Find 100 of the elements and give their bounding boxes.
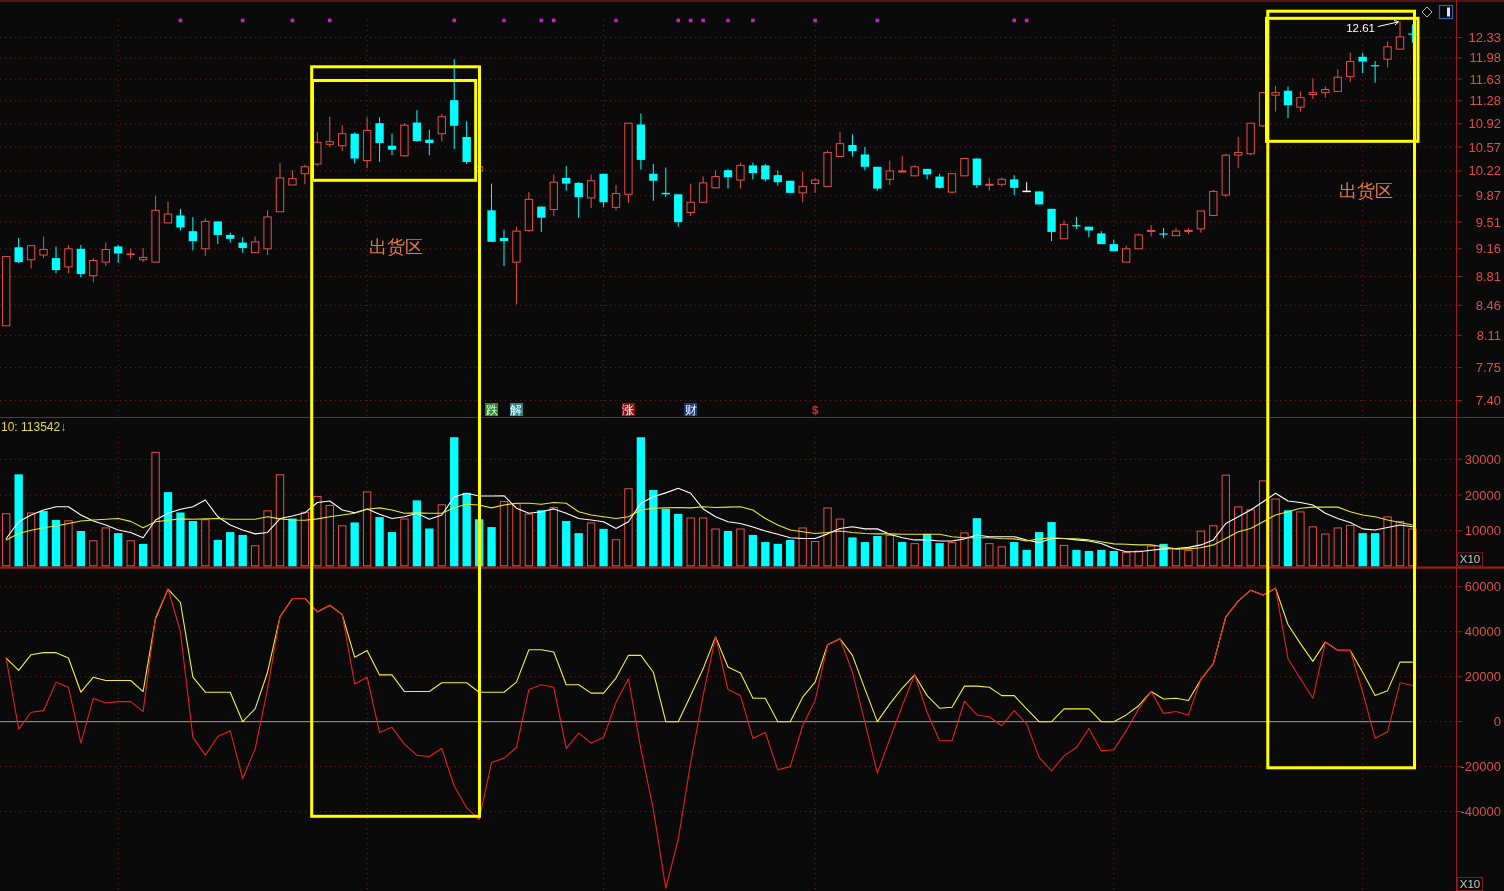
bar	[1122, 552, 1131, 567]
bar	[2, 513, 11, 567]
bar	[898, 542, 907, 567]
y-tick-label: 60000	[1464, 579, 1501, 595]
bar	[163, 492, 173, 567]
bar	[151, 451, 160, 567]
bar	[263, 510, 272, 567]
bar	[1221, 474, 1230, 567]
bar	[686, 517, 695, 567]
y-tick-label: 10.22	[1468, 163, 1501, 179]
annotation: $	[811, 403, 819, 416]
y-tick-label: 11.63	[1469, 71, 1501, 87]
bar	[1022, 549, 1031, 567]
y-tick-label: -20000	[1460, 759, 1501, 775]
bar	[499, 501, 509, 567]
bar	[387, 532, 397, 567]
bar	[674, 513, 683, 567]
bar	[860, 542, 870, 567]
bar	[537, 510, 546, 567]
bar	[562, 521, 571, 567]
bar	[524, 513, 534, 567]
bar	[723, 531, 733, 567]
bar	[1134, 550, 1143, 567]
bar	[1234, 506, 1243, 567]
y-tick-label: 10.92	[1468, 116, 1501, 132]
bar	[300, 511, 310, 567]
bar	[810, 540, 820, 567]
bar	[51, 519, 61, 567]
y-tick-label: 7.75	[1475, 360, 1501, 376]
bar	[138, 543, 148, 567]
bar	[325, 504, 334, 567]
bar	[226, 532, 235, 567]
bar	[313, 496, 322, 567]
bar	[288, 518, 297, 567]
bar	[985, 543, 994, 567]
annotation: 出货区	[1338, 181, 1393, 201]
bar	[1395, 521, 1405, 567]
bar	[375, 517, 384, 567]
bar	[362, 491, 372, 567]
bar	[1246, 509, 1255, 567]
bar	[126, 540, 135, 567]
unit: X10	[1457, 552, 1483, 567]
annotation: 10: 113542↓	[1, 420, 67, 434]
bar	[624, 488, 633, 567]
annotation: 12.61	[1346, 19, 1399, 35]
y-tick-label: 20000	[1464, 669, 1501, 685]
bar	[400, 518, 409, 567]
bar	[773, 543, 782, 567]
y-tick-label: 20000	[1464, 487, 1501, 503]
annotation: 12.61	[1346, 22, 1375, 35]
bar	[275, 474, 285, 567]
y-tick-label: 10000	[1464, 523, 1501, 539]
y-tick-label: 9.51	[1475, 214, 1501, 230]
bar	[188, 521, 198, 567]
bar	[711, 528, 720, 567]
bar	[1321, 533, 1330, 567]
bar	[412, 500, 422, 567]
bar	[1383, 516, 1392, 567]
bar	[549, 507, 558, 567]
bar	[848, 537, 857, 567]
bar	[1308, 526, 1318, 567]
bar	[350, 522, 359, 567]
y-tick-label: 9.16	[1475, 241, 1501, 257]
bar	[1209, 525, 1218, 567]
bar	[1283, 510, 1293, 567]
bar	[64, 520, 73, 567]
bar	[487, 527, 496, 567]
y-tick-label: 30000	[1464, 451, 1501, 467]
bar	[26, 512, 36, 567]
bar	[1059, 544, 1069, 567]
bar	[910, 543, 919, 567]
bar	[636, 437, 646, 567]
y-tick-label: 9.87	[1475, 188, 1501, 204]
bar	[1047, 522, 1056, 567]
bar	[736, 528, 745, 567]
bar	[1296, 511, 1305, 567]
bar	[1097, 549, 1106, 567]
bar	[611, 539, 621, 567]
bar	[462, 492, 471, 567]
bar	[101, 527, 110, 567]
bar	[586, 522, 596, 567]
bar	[39, 511, 48, 567]
bar	[1072, 549, 1081, 567]
bar	[574, 533, 583, 567]
bar	[661, 508, 670, 567]
bar	[761, 542, 770, 567]
bar	[786, 539, 795, 567]
bar	[250, 545, 260, 567]
bar	[338, 525, 347, 567]
bar	[1010, 542, 1019, 567]
bar	[835, 518, 845, 567]
bar	[798, 527, 807, 567]
bar	[437, 504, 446, 567]
y-tick-label: 11.98	[1469, 50, 1501, 66]
bar	[1184, 549, 1193, 567]
y-tick-label: 10.57	[1468, 139, 1501, 155]
bar	[1084, 550, 1094, 567]
bar	[997, 546, 1006, 567]
bar	[1109, 550, 1118, 567]
bar	[1358, 533, 1367, 567]
